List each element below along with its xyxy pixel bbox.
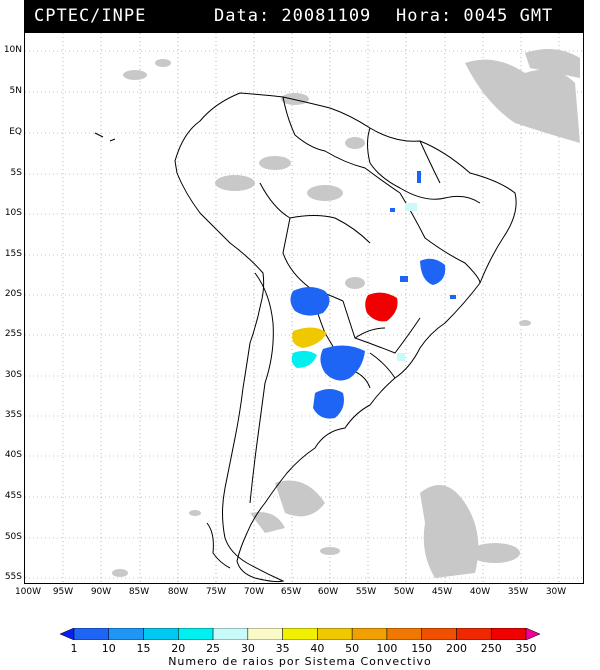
lon-label: 40W xyxy=(469,587,491,597)
colorbar-tick-label: 100 xyxy=(376,642,398,655)
colorbar xyxy=(60,628,540,640)
lat-label: 10S xyxy=(4,208,22,218)
lat-label: 20S xyxy=(4,289,22,299)
lon-label: 55W xyxy=(355,587,377,597)
colorbar-tick-label: 25 xyxy=(206,642,221,655)
colorbar-swatch xyxy=(247,628,283,640)
time-label: Hora: 0045 GMT xyxy=(396,6,554,26)
lat-label: 55S xyxy=(4,572,22,582)
colorbar-swatch xyxy=(490,628,527,640)
colorbar-swatch xyxy=(456,628,492,640)
lon-label: 30W xyxy=(545,587,567,597)
colorbar-tick-label: 50 xyxy=(345,642,360,655)
lon-label: 70W xyxy=(243,587,265,597)
map-header: CPTEC/INPE Data: 20081109 Hora: 0045 GMT xyxy=(24,0,584,32)
source-label: CPTEC/INPE xyxy=(34,6,147,26)
lat-label: EQ xyxy=(9,127,22,137)
lat-label: 45S xyxy=(4,491,22,501)
colorbar-tick-label: 10 xyxy=(101,642,116,655)
colorbar-tick-label: 40 xyxy=(310,642,325,655)
colorbar-tick-label: 150 xyxy=(411,642,433,655)
date-label: Data: 20081109 xyxy=(214,6,372,26)
colorbar-caption: Numero de raios por Sistema Convectivo xyxy=(168,655,432,668)
lat-label: 40S xyxy=(4,450,22,460)
lon-label: 65W xyxy=(280,587,302,597)
lat-label: 15S xyxy=(4,249,22,259)
lon-label: 45W xyxy=(431,587,453,597)
colorbar-tick-label: 200 xyxy=(445,642,467,655)
lon-label: 85W xyxy=(128,587,150,597)
lon-label: 35W xyxy=(507,587,529,597)
colorbar-tick-label: 30 xyxy=(240,642,255,655)
colorbar-tick-label: 1 xyxy=(70,642,78,655)
lat-label: 35S xyxy=(4,410,22,420)
colorbar-swatch xyxy=(421,628,457,640)
lon-label: 50W xyxy=(393,587,415,597)
colorbar-swatch xyxy=(317,628,353,640)
colorbar-tick-label: 350 xyxy=(515,642,537,655)
colorbar-swatch xyxy=(386,628,422,640)
colorbar-tick-label: 15 xyxy=(136,642,151,655)
colorbar-tick-label: 20 xyxy=(171,642,186,655)
colorbar-swatch xyxy=(351,628,388,640)
lon-label: 95W xyxy=(52,587,74,597)
lat-label: 30S xyxy=(4,370,22,380)
map-svg xyxy=(25,33,583,583)
colorbar-swatch xyxy=(73,628,110,640)
lon-label: 100W xyxy=(14,587,42,597)
colorbar-min-arrow xyxy=(60,628,75,640)
lightning-map xyxy=(24,32,584,584)
colorbar-swatch xyxy=(212,628,249,640)
colorbar-tick-label: 250 xyxy=(480,642,502,655)
lon-label: 60W xyxy=(317,587,339,597)
lat-label: 25S xyxy=(4,329,22,339)
lon-label: 80W xyxy=(167,587,189,597)
colorbar-swatch xyxy=(282,628,318,640)
lat-label: 5N xyxy=(9,86,22,96)
lon-label: 90W xyxy=(90,587,112,597)
lat-label: 5S xyxy=(10,168,22,178)
lat-label: 50S xyxy=(4,532,22,542)
colorbar-swatch xyxy=(108,628,144,640)
colorbar-swatch xyxy=(178,628,214,640)
colorbar-swatch xyxy=(143,628,179,640)
lon-label: 75W xyxy=(205,587,227,597)
cloud-cover xyxy=(112,49,580,578)
convective-cells xyxy=(290,171,456,419)
colorbar-tick-label: 35 xyxy=(275,642,290,655)
lat-label: 10N xyxy=(3,45,22,55)
colorbar-max-arrow xyxy=(525,628,540,640)
